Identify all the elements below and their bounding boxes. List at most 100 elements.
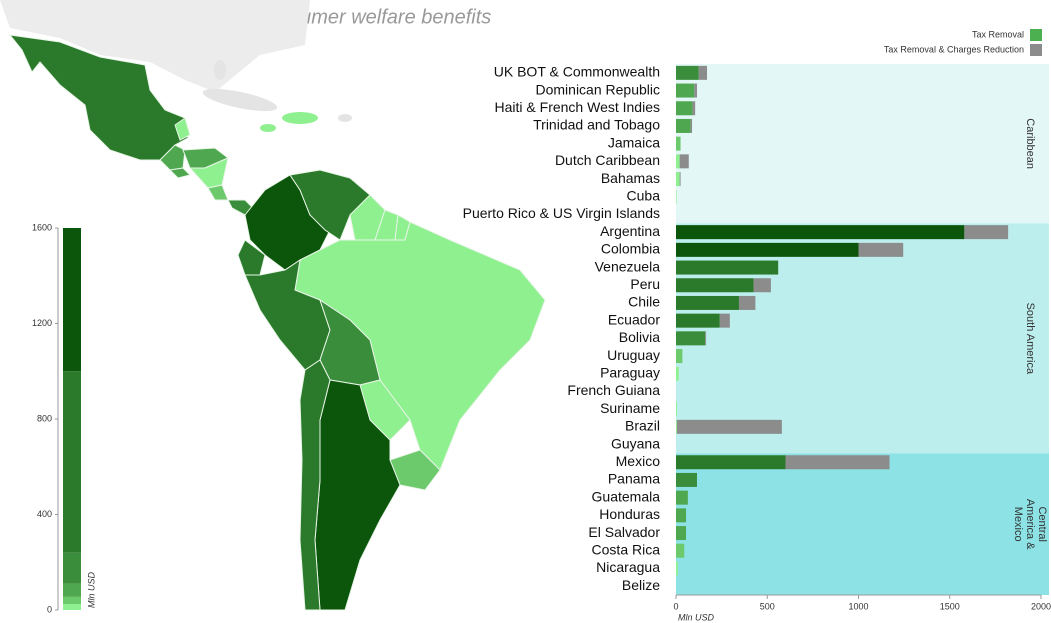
- region-band: [676, 64, 1049, 224]
- bar: [705, 331, 707, 346]
- bar: [753, 278, 771, 293]
- x-tick-label: 0: [673, 601, 678, 611]
- color-bar-segment: [63, 228, 81, 372]
- region-label: South America: [1024, 303, 1036, 375]
- region-band: [676, 453, 1049, 595]
- color-bar-segment: [63, 596, 81, 605]
- category-label: Colombia: [601, 241, 660, 257]
- color-bar-segment: [63, 583, 81, 597]
- bar: [676, 260, 779, 275]
- bar: [676, 419, 782, 434]
- color-tick-label: 0: [47, 604, 52, 614]
- bar: [676, 136, 681, 151]
- bar: [676, 242, 859, 257]
- category-label: Trinidad and Tobago: [533, 117, 660, 133]
- bar: [676, 172, 680, 187]
- region-label: Caribbean: [1024, 118, 1036, 169]
- x-tick-label: 500: [760, 601, 775, 611]
- category-label: Ecuador: [608, 311, 660, 327]
- bar: [676, 83, 695, 98]
- category-label: Panama: [608, 471, 660, 487]
- country: [244, 174, 331, 271]
- bar: [676, 349, 683, 364]
- x-tick-label: 2000: [1031, 601, 1051, 611]
- bar: [676, 65, 699, 80]
- region-band: [676, 223, 1049, 454]
- category-label: Venezuela: [595, 258, 661, 274]
- bar: [676, 366, 679, 381]
- category-label: Bahamas: [601, 170, 660, 186]
- island: [260, 124, 276, 132]
- category-label: Puerto Rico & US Virgin Islands: [463, 205, 660, 221]
- island: [338, 114, 352, 122]
- category-label: Mexico: [616, 453, 661, 469]
- color-tick-label: 1600: [32, 222, 52, 232]
- bar: [676, 490, 688, 505]
- x-tick-label: 1500: [940, 601, 960, 611]
- bar: [785, 455, 890, 470]
- bar: [676, 101, 693, 116]
- color-bar-segment: [63, 604, 81, 610]
- region-label: Central: [1036, 506, 1048, 541]
- bar: [676, 526, 687, 541]
- color-bar-segment: [63, 552, 81, 584]
- region-label: Mexico: [1012, 507, 1024, 542]
- country: [299, 359, 331, 611]
- category-label: Chile: [628, 294, 660, 310]
- legend-swatch: [1030, 29, 1042, 41]
- category-label: Jamaica: [608, 134, 660, 150]
- bar: [694, 83, 697, 98]
- color-bar-segment: [63, 371, 81, 553]
- category-label: UK BOT & Commonwealth: [494, 64, 660, 80]
- bar: [964, 225, 1009, 240]
- bar: [679, 154, 689, 169]
- bar: [676, 402, 677, 417]
- x-axis-label: Mln USD: [678, 612, 715, 622]
- bar: [679, 172, 681, 187]
- bar: [676, 455, 786, 470]
- x-tick-label: 1000: [848, 601, 868, 611]
- map: [0, 0, 546, 611]
- legend-swatch: [1030, 44, 1042, 56]
- bar: [676, 278, 754, 293]
- united-states: [0, 0, 310, 92]
- bar: [676, 313, 720, 328]
- legend-label: Tax Removal & Charges Reduction: [884, 44, 1024, 54]
- island: [202, 88, 278, 112]
- country: [174, 117, 191, 141]
- category-label: Dominican Republic: [535, 81, 660, 97]
- category-label: Dutch Caribbean: [555, 152, 660, 168]
- legend-label: Tax Removal: [972, 29, 1024, 39]
- island: [214, 60, 226, 80]
- category-label: Guyana: [611, 435, 660, 451]
- category-label: Peru: [630, 276, 660, 292]
- bar: [692, 101, 696, 116]
- category-label: Haiti & French West Indies: [495, 99, 660, 115]
- category-label: Argentina: [600, 223, 660, 239]
- category-label: Honduras: [599, 506, 660, 522]
- category-label: Paraguay: [600, 364, 660, 380]
- category-label: Guatemala: [592, 488, 661, 504]
- category-label: El Salvador: [588, 524, 660, 540]
- country: [207, 184, 229, 201]
- bar: [690, 118, 693, 133]
- category-label: Cuba: [627, 187, 661, 203]
- category-label: Bolivia: [619, 329, 660, 345]
- bar: [738, 295, 756, 310]
- color-tick-label: 1200: [32, 318, 52, 328]
- category-label: French Guiana: [567, 382, 660, 398]
- category-label: Costa Rica: [592, 541, 661, 557]
- bar: [676, 543, 685, 558]
- bar: [676, 154, 680, 169]
- bar: [676, 561, 678, 576]
- country: [159, 144, 186, 171]
- country: [289, 169, 371, 241]
- country: [188, 157, 229, 189]
- category-label: Uruguay: [607, 347, 660, 363]
- color-bar-label: Mln USD: [86, 572, 96, 609]
- bar: [676, 118, 691, 133]
- category-label: Nicaragua: [596, 559, 660, 575]
- category-label: Suriname: [600, 400, 660, 416]
- category-label: Brazil: [625, 418, 660, 434]
